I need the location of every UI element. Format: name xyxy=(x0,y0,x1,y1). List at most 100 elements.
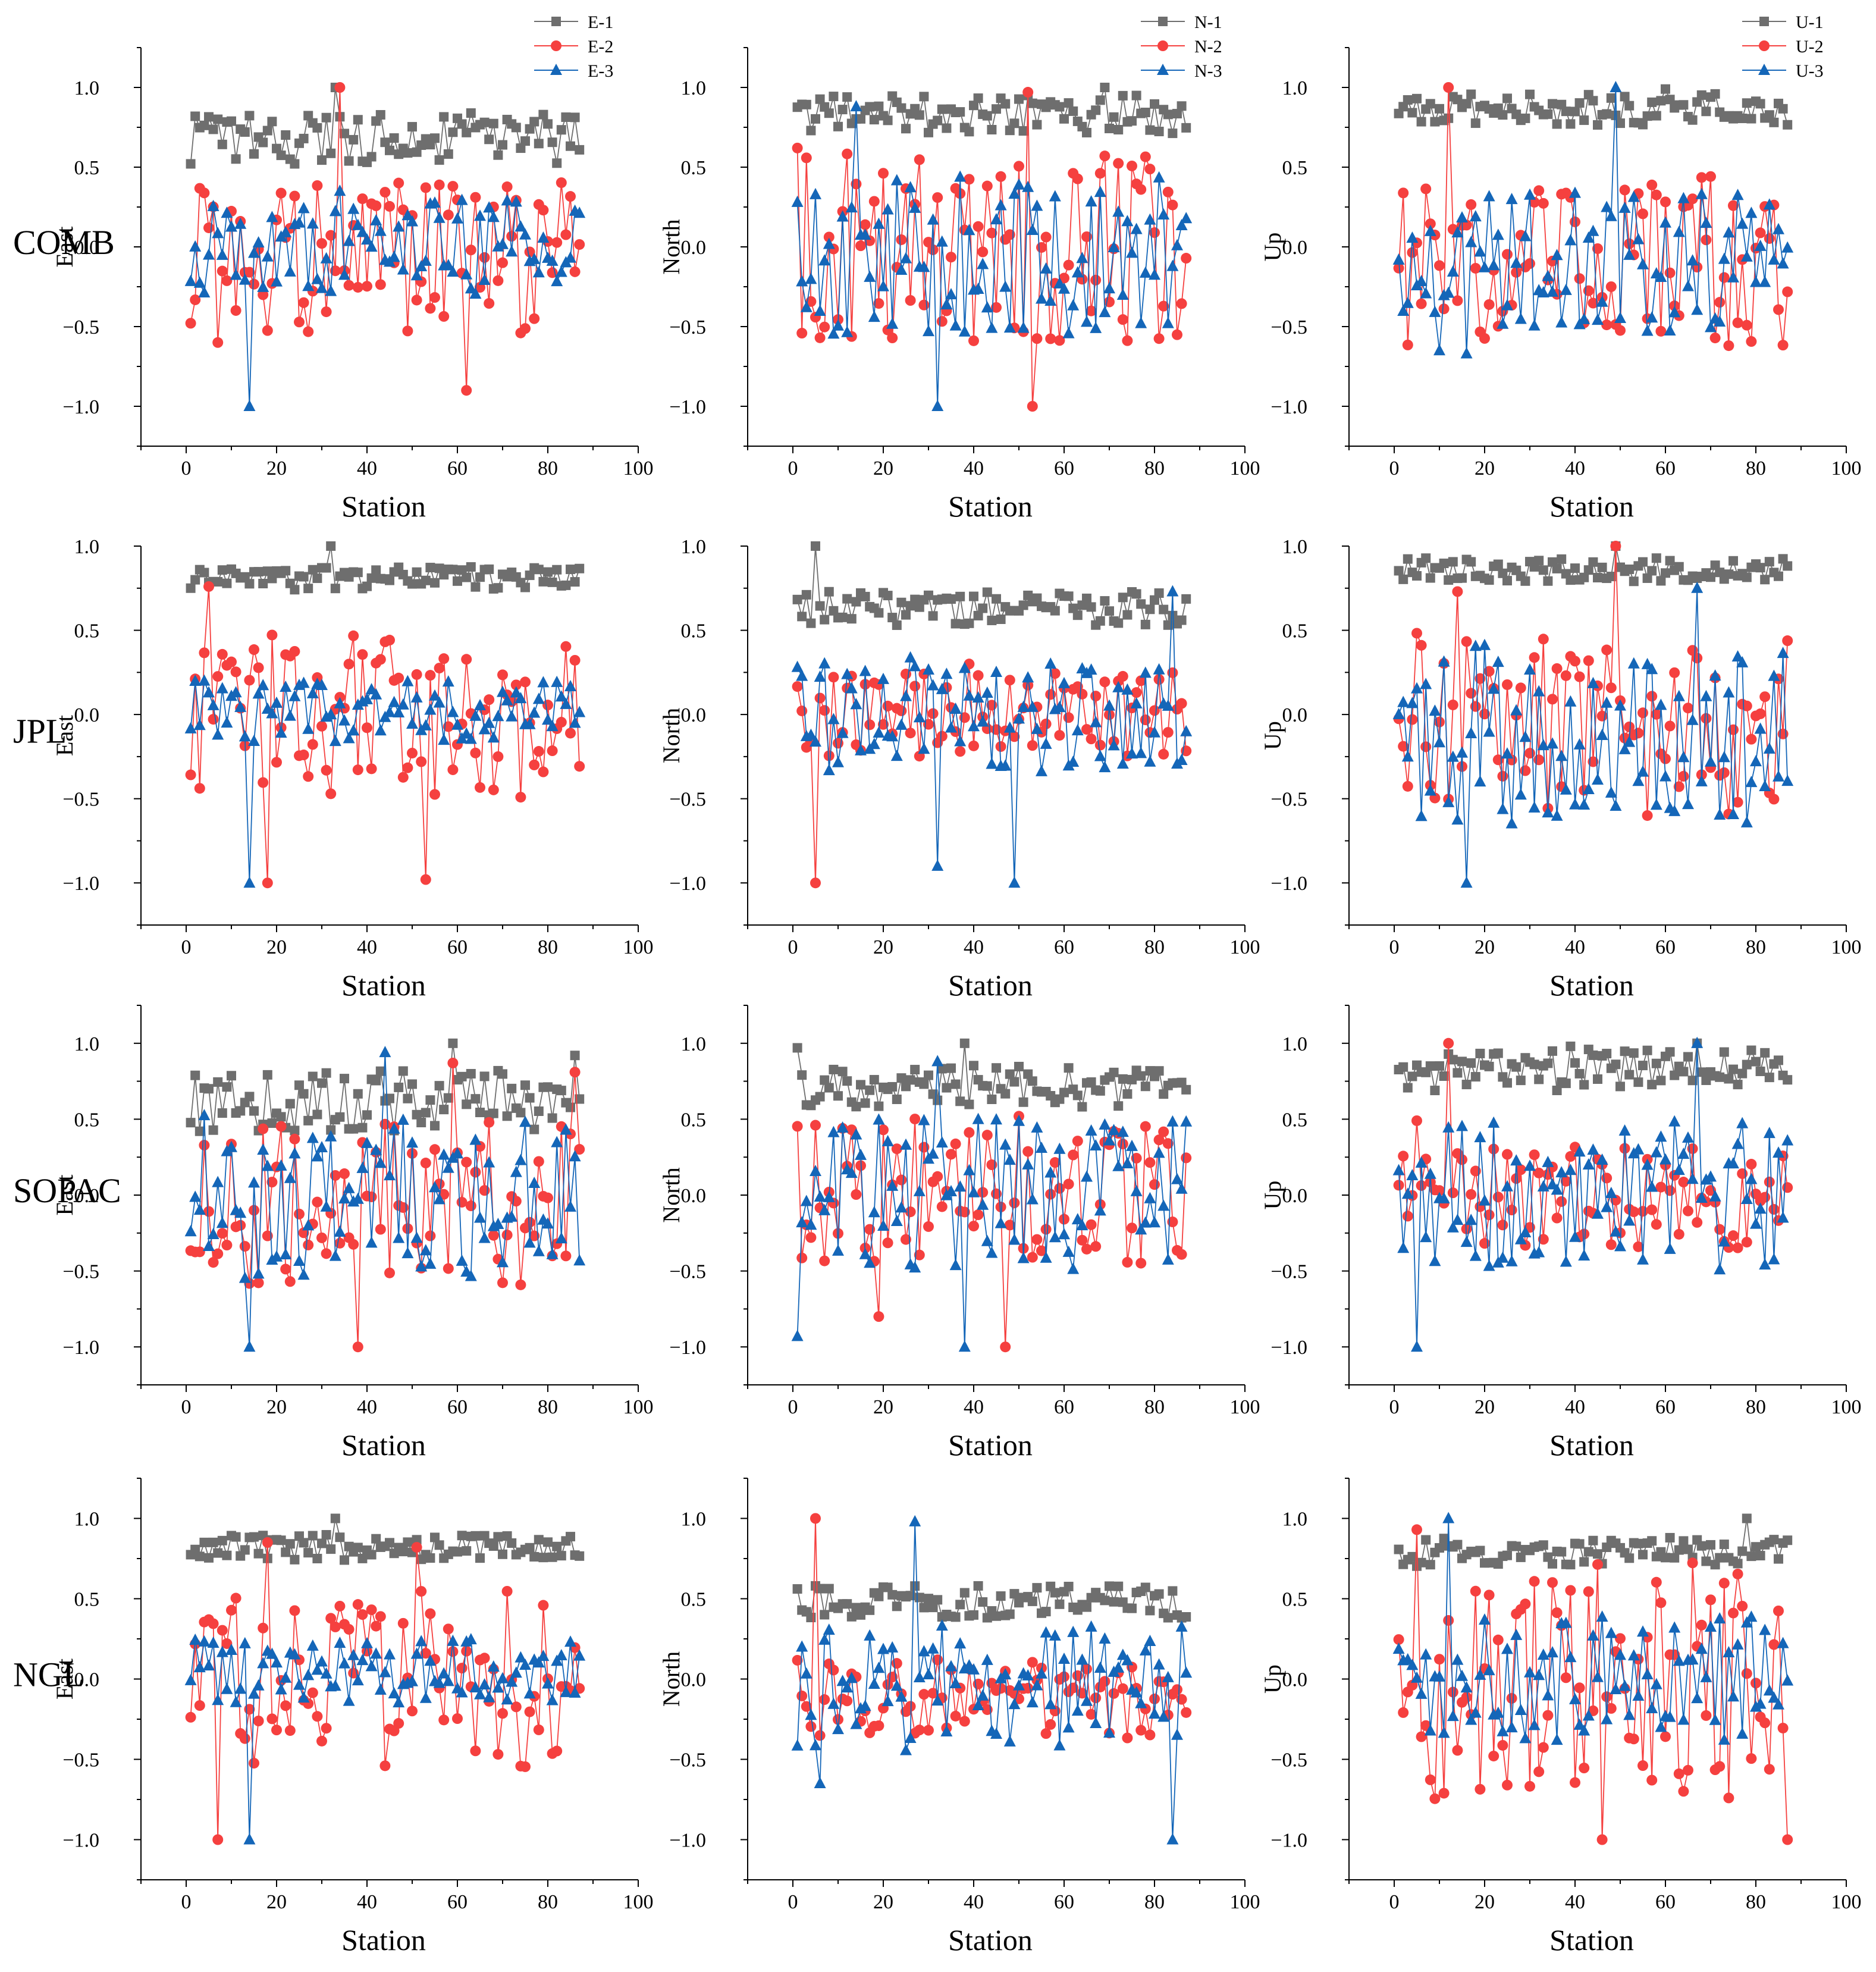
data-point-u-2 xyxy=(1615,1633,1626,1644)
data-point-n-2 xyxy=(1077,688,1088,700)
data-point-e-2 xyxy=(434,179,445,190)
data-point-u-2 xyxy=(1732,1242,1743,1253)
data-point-e-1 xyxy=(538,1553,548,1563)
data-point-n-2 xyxy=(1045,333,1056,344)
data-point-n-1 xyxy=(1168,610,1178,620)
data-point-e-1 xyxy=(303,1548,313,1558)
data-point-u-3 xyxy=(1596,729,1608,741)
data-point-e-3 xyxy=(537,676,550,688)
y-axis-label: Up xyxy=(1259,1664,1286,1694)
data-point-n-3 xyxy=(859,664,871,676)
data-point-u-2 xyxy=(1515,1164,1526,1175)
data-point-e-3 xyxy=(384,1169,396,1181)
data-point-u-2 xyxy=(1588,297,1599,309)
data-point-n-3 xyxy=(886,730,899,742)
data-point-u-3 xyxy=(1641,1668,1654,1680)
data-point-u-3 xyxy=(1438,655,1450,667)
data-point-u-1 xyxy=(1425,1061,1435,1071)
data-point-u-2 xyxy=(1452,295,1463,306)
x-tick-label: 0 xyxy=(181,936,192,958)
data-point-u-3 xyxy=(1686,254,1699,266)
data-point-u-1 xyxy=(1696,1067,1706,1077)
data-point-n-3 xyxy=(895,264,908,275)
data-point-u-1 xyxy=(1566,1560,1576,1570)
data-point-u-2 xyxy=(1524,258,1535,269)
data-point-u-2 xyxy=(1583,285,1594,296)
data-point-u-2 xyxy=(1782,286,1793,297)
data-point-n-3 xyxy=(949,1676,962,1688)
data-point-e-1 xyxy=(470,1094,481,1104)
data-point-n-3 xyxy=(873,1661,885,1673)
x-tick-label: 40 xyxy=(1565,1396,1585,1418)
data-point-n-3 xyxy=(958,1340,971,1352)
data-point-e-3 xyxy=(465,732,477,744)
data-point-n-1 xyxy=(1064,98,1074,108)
data-point-n-2 xyxy=(810,877,821,889)
data-point-u-3 xyxy=(1763,1127,1775,1139)
data-point-n-3 xyxy=(1108,240,1120,252)
data-point-e-2 xyxy=(307,1687,318,1698)
data-point-e-1 xyxy=(466,108,476,118)
data-point-e-3 xyxy=(523,1236,536,1248)
data-point-u-2 xyxy=(1741,1668,1752,1679)
data-point-u-2 xyxy=(1664,1185,1676,1196)
data-point-u-3 xyxy=(1745,1610,1758,1622)
data-point-u-3 xyxy=(1592,773,1604,785)
data-point-e-2 xyxy=(443,1263,454,1274)
data-point-e-1 xyxy=(462,127,472,137)
data-point-n-2 xyxy=(1004,675,1015,686)
data-point-e-2 xyxy=(249,278,259,290)
data-point-u-3 xyxy=(1587,676,1599,688)
data-point-n-3 xyxy=(1162,316,1174,328)
data-point-u-1 xyxy=(1701,106,1711,117)
data-point-u-2 xyxy=(1746,733,1757,745)
data-point-u-2 xyxy=(1714,297,1726,308)
data-point-n-2 xyxy=(1153,674,1165,685)
data-point-n-2 xyxy=(1135,1725,1147,1736)
data-point-u-2 xyxy=(1624,721,1635,732)
data-point-n-3 xyxy=(986,757,998,769)
data-point-u-2 xyxy=(1529,1576,1540,1587)
data-point-u-1 xyxy=(1439,1534,1449,1544)
data-point-u-3 xyxy=(1501,299,1513,311)
data-point-e-3 xyxy=(343,732,355,744)
data-point-n-3 xyxy=(859,1247,871,1259)
data-point-n-3 xyxy=(832,1723,844,1735)
data-point-e-2 xyxy=(533,1156,544,1167)
data-point-u-3 xyxy=(1759,275,1771,287)
data-point-u-1 xyxy=(1733,1559,1743,1569)
data-point-n-3 xyxy=(810,1165,821,1177)
data-point-u-3 xyxy=(1677,1713,1690,1725)
data-point-e-2 xyxy=(492,1749,504,1760)
data-point-e-1 xyxy=(543,119,553,129)
data-point-u-2 xyxy=(1556,1196,1567,1207)
data-point-e-1 xyxy=(462,572,472,582)
data-point-n-2 xyxy=(986,1159,997,1171)
data-point-n-1 xyxy=(869,1075,879,1085)
data-point-u-3 xyxy=(1501,1642,1513,1654)
data-point-e-2 xyxy=(185,769,196,780)
data-point-e-1 xyxy=(507,1538,517,1548)
data-point-u-2 xyxy=(1488,1143,1499,1155)
data-point-n-2 xyxy=(927,244,939,255)
data-point-n-3 xyxy=(868,1206,880,1218)
data-point-u-1 xyxy=(1570,563,1580,573)
data-point-e-2 xyxy=(542,700,553,711)
data-point-u-2 xyxy=(1718,1578,1730,1589)
data-point-e-1 xyxy=(258,137,268,148)
data-point-u-2 xyxy=(1687,1557,1698,1569)
data-point-n-2 xyxy=(1049,1157,1061,1168)
data-point-e-2 xyxy=(411,294,422,306)
data-point-n-3 xyxy=(1062,327,1075,338)
data-point-n-2 xyxy=(1131,687,1142,698)
data-point-e-2 xyxy=(280,1700,291,1711)
data-point-u-3 xyxy=(1718,751,1730,763)
data-point-u-2 xyxy=(1579,1228,1590,1240)
data-point-n-3 xyxy=(1135,747,1147,758)
data-point-e-3 xyxy=(424,703,437,715)
data-point-e-2 xyxy=(371,200,382,211)
data-point-n-2 xyxy=(1059,1214,1069,1225)
data-point-e-3 xyxy=(401,675,414,686)
x-tick-label: 100 xyxy=(623,936,654,958)
data-point-u-3 xyxy=(1714,1263,1726,1275)
